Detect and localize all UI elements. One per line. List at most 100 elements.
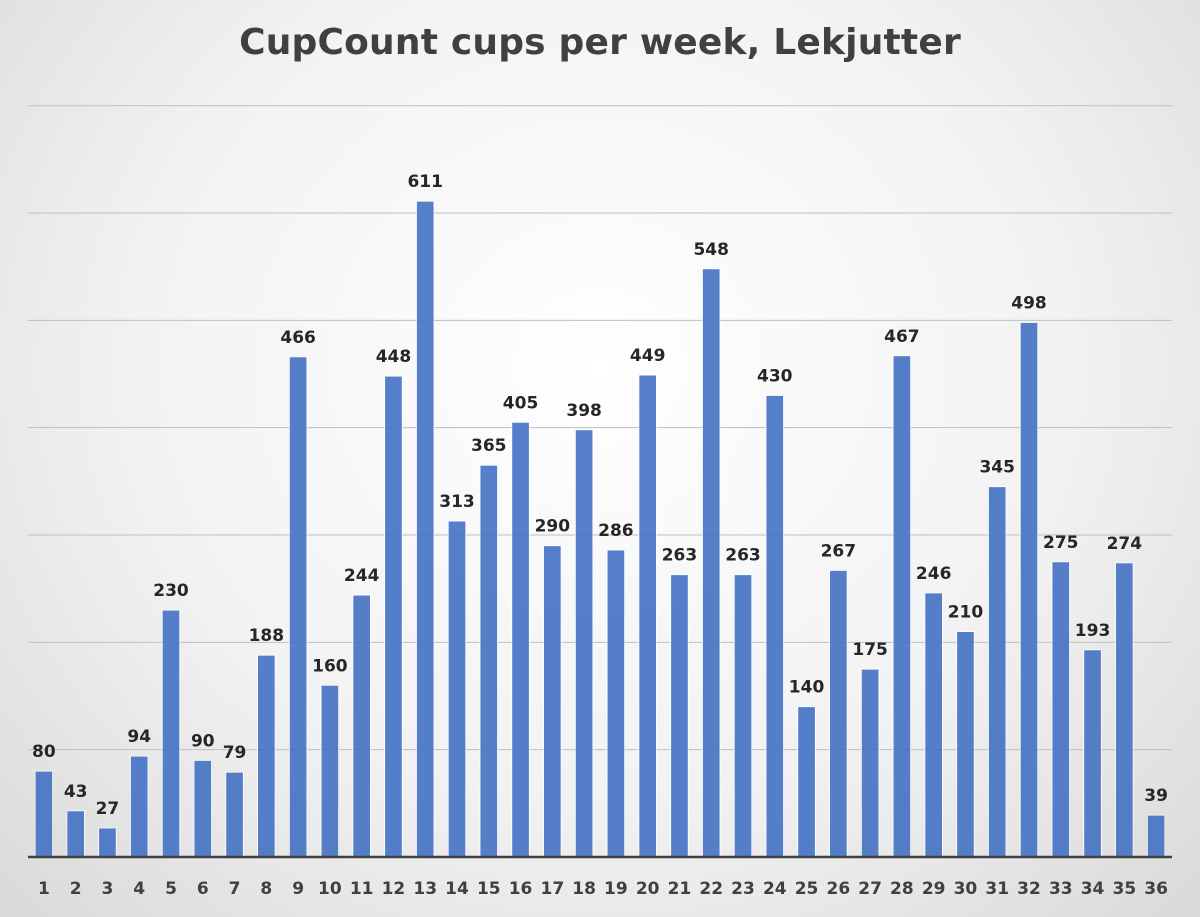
x-tick-label-29: 29 xyxy=(922,879,946,899)
data-label-week-29: 246 xyxy=(916,564,952,584)
bar-week-33 xyxy=(1051,561,1070,858)
bar-week-32 xyxy=(1019,322,1039,858)
bar-week-22 xyxy=(702,268,721,858)
data-label-week-8: 188 xyxy=(249,626,285,646)
x-tick-label-4: 4 xyxy=(133,879,145,899)
x-tick-label-26: 26 xyxy=(826,879,850,899)
bar-week-9 xyxy=(288,356,308,858)
x-tick-label-32: 32 xyxy=(1017,879,1041,899)
x-tick-label-18: 18 xyxy=(572,879,596,899)
x-tick-label-27: 27 xyxy=(858,879,882,899)
data-label-week-12: 448 xyxy=(376,347,412,367)
x-tick-label-19: 19 xyxy=(604,879,628,899)
data-label-week-5: 230 xyxy=(153,581,189,601)
x-tick-label-23: 23 xyxy=(731,879,755,899)
x-tick-label-34: 34 xyxy=(1081,879,1105,899)
bar-week-15 xyxy=(479,464,498,858)
data-label-week-9: 466 xyxy=(280,328,316,348)
bar-week-12 xyxy=(384,375,403,858)
bar-week-20 xyxy=(638,374,657,858)
x-tick-label-8: 8 xyxy=(260,879,272,899)
x-tick-label-2: 2 xyxy=(70,879,82,899)
bar-week-10 xyxy=(320,684,340,858)
x-tick-label-35: 35 xyxy=(1112,879,1136,899)
bar-week-21 xyxy=(670,574,689,858)
data-label-week-7: 79 xyxy=(223,743,247,763)
data-label-week-28: 467 xyxy=(884,327,920,347)
x-tick-label-22: 22 xyxy=(699,879,723,899)
bar-week-27 xyxy=(860,668,880,858)
bar-week-8 xyxy=(257,654,276,858)
data-label-week-13: 611 xyxy=(407,172,443,192)
bar-week-24 xyxy=(765,395,784,858)
bar-week-19 xyxy=(606,549,626,858)
bar-week-16 xyxy=(511,421,530,858)
data-label-week-25: 140 xyxy=(789,678,825,698)
data-label-week-2: 43 xyxy=(64,782,88,802)
bar-week-3 xyxy=(98,827,117,858)
chart-title: CupCount cups per week, Lekjutter xyxy=(239,22,961,63)
bar-week-29 xyxy=(924,592,943,858)
bar-week-5 xyxy=(161,609,181,858)
x-tick-label-33: 33 xyxy=(1049,879,1073,899)
data-label-week-1: 80 xyxy=(32,742,56,762)
data-label-week-32: 498 xyxy=(1011,293,1047,313)
bar-week-34 xyxy=(1083,649,1102,858)
x-tick-label-3: 3 xyxy=(102,879,114,899)
bar-week-35 xyxy=(1115,562,1134,858)
bar-week-17 xyxy=(543,545,562,858)
x-tick-label-12: 12 xyxy=(382,879,406,899)
x-tick-label-21: 21 xyxy=(668,879,692,899)
bar-week-6 xyxy=(193,760,212,858)
x-tick-label-10: 10 xyxy=(318,879,342,899)
bar-week-1 xyxy=(34,770,54,858)
data-label-week-3: 27 xyxy=(96,799,120,819)
x-tick-label-9: 9 xyxy=(292,879,304,899)
bar-week-26 xyxy=(829,570,848,858)
x-tick-label-28: 28 xyxy=(890,879,914,899)
x-tick-label-20: 20 xyxy=(636,879,660,899)
bar-week-14 xyxy=(447,520,467,858)
data-label-week-16: 405 xyxy=(503,393,539,413)
x-tick-label-5: 5 xyxy=(165,879,177,899)
data-label-week-15: 365 xyxy=(471,436,507,456)
bar-week-36 xyxy=(1146,814,1166,858)
bar-week-30 xyxy=(956,631,975,858)
bar-week-23 xyxy=(733,574,753,858)
x-tick-label-16: 16 xyxy=(509,879,533,899)
data-label-week-21: 263 xyxy=(662,546,698,566)
bar-week-31 xyxy=(988,486,1007,858)
x-tick-label-31: 31 xyxy=(985,879,1009,899)
bar-week-2 xyxy=(66,810,85,858)
data-label-week-27: 175 xyxy=(852,640,888,660)
data-label-week-4: 94 xyxy=(127,727,151,747)
data-label-week-14: 313 xyxy=(439,492,475,512)
x-tick-label-25: 25 xyxy=(795,879,819,899)
data-label-week-18: 398 xyxy=(566,401,602,421)
x-tick-label-14: 14 xyxy=(445,879,469,899)
data-label-week-34: 193 xyxy=(1075,621,1111,641)
bar-week-13 xyxy=(416,200,435,858)
x-tick-label-36: 36 xyxy=(1144,879,1168,899)
data-label-week-26: 267 xyxy=(821,541,857,561)
data-label-week-10: 160 xyxy=(312,656,348,676)
data-label-week-30: 210 xyxy=(948,603,984,623)
x-tick-label-11: 11 xyxy=(350,879,374,899)
x-tick-label-17: 17 xyxy=(540,879,564,899)
data-label-week-24: 430 xyxy=(757,366,793,386)
x-tick-label-6: 6 xyxy=(197,879,209,899)
x-tick-label-1: 1 xyxy=(38,879,50,899)
bar-week-7 xyxy=(225,771,244,858)
bar-week-18 xyxy=(574,429,594,858)
bar-week-28 xyxy=(892,355,912,858)
data-label-week-6: 90 xyxy=(191,731,215,751)
data-label-week-23: 263 xyxy=(725,546,761,566)
bar-week-11 xyxy=(352,594,371,858)
data-label-week-36: 39 xyxy=(1144,786,1168,806)
bars xyxy=(34,200,1166,858)
data-label-week-17: 290 xyxy=(535,517,571,537)
data-label-week-33: 275 xyxy=(1043,533,1079,553)
gridlines xyxy=(28,105,1172,751)
